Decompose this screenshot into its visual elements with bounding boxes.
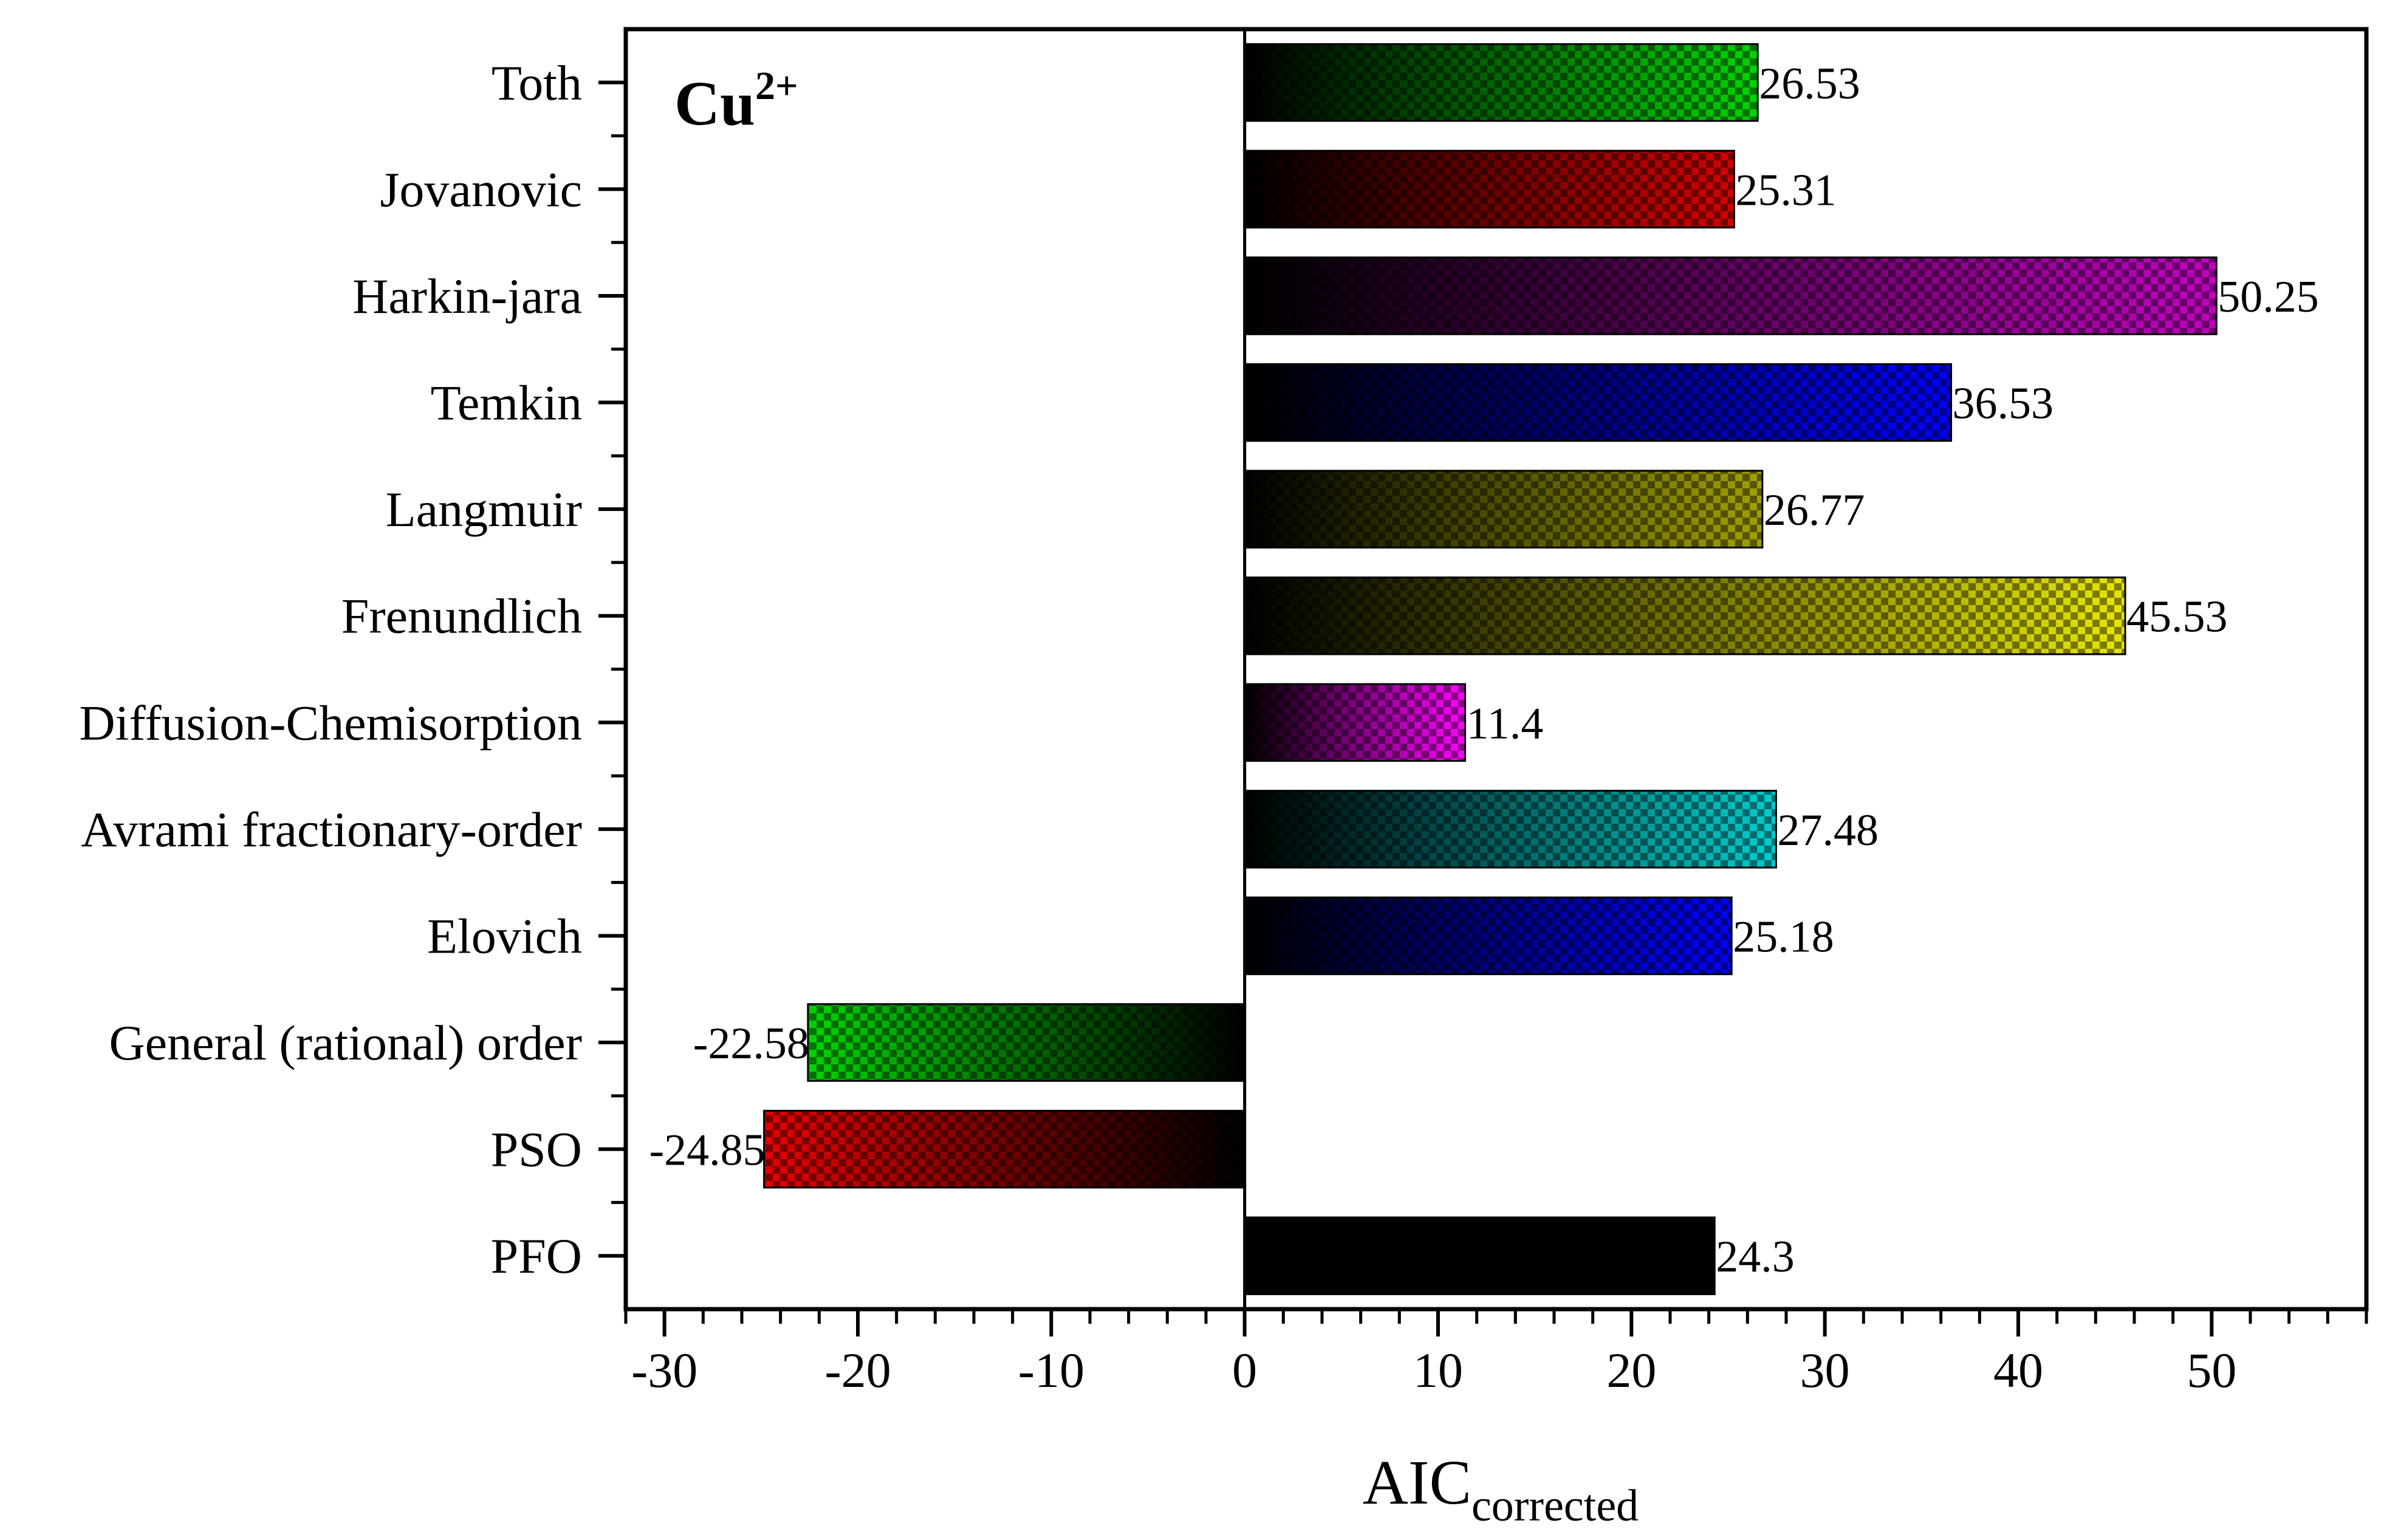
labels-layer: 26.53 Toth 25.31 Jovanovic 50.25 Harkin-jara 3… — [79, 55, 2318, 1398]
category-label-7: Avrami fractionary-order — [81, 802, 582, 857]
value-label-0: 26.53 — [1759, 59, 1860, 109]
category-label-1: Jovanovic — [380, 162, 582, 217]
bar-texture-9 — [807, 1004, 1245, 1081]
panel-label-superscript: 2+ — [755, 64, 798, 108]
category-label-8: Elovich — [427, 908, 582, 963]
category-label-11: PFO — [491, 1228, 582, 1284]
bar-texture-3 — [1244, 364, 1951, 441]
value-label-7: 27.48 — [1777, 806, 1879, 855]
category-label-0: Toth — [492, 55, 582, 111]
x-tick-label-6: 30 — [1800, 1343, 1850, 1398]
bar-texture-1 — [1244, 151, 1735, 228]
category-label-6: Diffusion-Chemisorption — [79, 695, 582, 750]
x-axis-title: AICcorrected — [1363, 1448, 1639, 1531]
bar-texture-0 — [1244, 44, 1758, 121]
x-tick-label-2: -10 — [1018, 1343, 1084, 1398]
value-label-11: 24.3 — [1716, 1232, 1795, 1282]
value-label-2: 50.25 — [2218, 272, 2319, 322]
x-tick-label-5: 20 — [1606, 1343, 1656, 1398]
bar-texture-8 — [1244, 897, 1732, 974]
category-label-4: Langmuir — [386, 482, 582, 537]
x-tick-label-8: 50 — [2187, 1343, 2236, 1398]
value-label-1: 25.31 — [1735, 165, 1837, 215]
bar-texture-4 — [1244, 470, 1762, 548]
x-tick-label-0: -30 — [631, 1343, 697, 1398]
category-label-5: Frenundlich — [341, 589, 582, 644]
value-label-5: 45.53 — [2126, 592, 2228, 642]
category-label-10: PSO — [491, 1122, 582, 1177]
bars-layer — [763, 43, 2218, 1295]
bar-texture-6 — [1244, 684, 1465, 761]
bar-texture-2 — [1244, 257, 2217, 335]
bar-texture-10 — [764, 1111, 1245, 1188]
value-label-9: -22.58 — [693, 1019, 809, 1069]
x-tick-label-3: 0 — [1232, 1343, 1257, 1398]
x-axis-title-subscript: corrected — [1471, 1481, 1639, 1531]
category-label-9: General (rational) order — [109, 1015, 582, 1070]
x-tick-label-1: -20 — [824, 1343, 891, 1398]
value-label-4: 26.77 — [1764, 485, 1865, 535]
bar-texture-5 — [1244, 577, 2126, 654]
x-tick-label-4: 10 — [1413, 1343, 1463, 1398]
ticks-layer — [598, 80, 2368, 1336]
value-label-6: 11.4 — [1467, 699, 1544, 748]
value-label-8: 25.18 — [1733, 912, 1834, 962]
value-label-3: 36.53 — [1953, 379, 2054, 429]
category-label-3: Temkin — [431, 375, 582, 431]
x-axis-title-base: AIC — [1363, 1448, 1471, 1518]
x-tick-label-7: 40 — [1993, 1343, 2043, 1398]
category-label-2: Harkin-jara — [352, 269, 582, 324]
panel-label: Cu2+ — [674, 64, 798, 139]
panel-label-base: Cu — [674, 69, 755, 139]
bar-texture-11 — [1244, 1217, 1715, 1295]
bar-texture-7 — [1244, 790, 1776, 868]
value-label-10: -24.85 — [649, 1126, 765, 1176]
